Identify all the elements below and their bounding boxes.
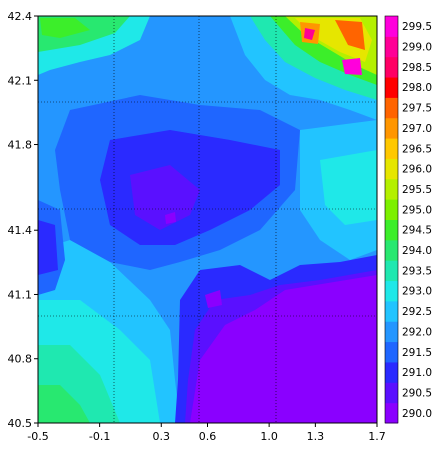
y-tick-label: 42.4: [8, 10, 33, 23]
colorbar-swatch: [385, 260, 398, 282]
colorbar-label: 299.5: [402, 21, 432, 33]
y-tick-label: 41.4: [8, 224, 33, 237]
x-tick-label: 1.7: [368, 430, 386, 443]
y-tick-label: 42.1: [8, 74, 33, 87]
y-tick-label: 41.8: [8, 139, 33, 152]
x-tick-label: 0.6: [199, 430, 217, 443]
colorbar-swatch: [385, 36, 398, 58]
colorbar-swatch: [385, 341, 398, 363]
colorbar-label: 296.0: [402, 164, 432, 176]
y-tick-label: 40.8: [8, 353, 33, 366]
colorbar-swatch: [385, 97, 398, 119]
colorbar-swatch: [385, 77, 398, 98]
colorbar-label: 298.0: [402, 82, 432, 94]
colorbar-swatch: [385, 16, 398, 37]
colorbar-label: 293.0: [402, 286, 432, 298]
colorbar-frame: [384, 15, 399, 424]
heatmap-field: [38, 16, 377, 423]
x-tick-label: 1.0: [260, 430, 278, 443]
x-tick-label: 0.3: [153, 430, 171, 443]
colorbar-label: 295.0: [402, 204, 432, 216]
colorbar-label: 297.5: [402, 103, 432, 115]
colorbar-swatch: [385, 402, 398, 424]
y-tick-label: 40.5: [8, 417, 33, 430]
colorbar-swatch: [385, 178, 398, 200]
colorbar-swatch: [385, 361, 398, 383]
colorbar-swatch: [385, 117, 398, 139]
colorbar-label: 292.0: [402, 326, 432, 338]
colorbar-label: 293.5: [402, 265, 432, 277]
colorbar-label: 299.0: [402, 42, 432, 54]
y-axis: 40.5 40.8 41.1 41.4 41.8 42.1 42.4: [8, 10, 38, 430]
colorbar-swatch: [385, 138, 398, 159]
y-tick-label: 41.1: [8, 288, 33, 301]
colorbar-label: 294.5: [402, 225, 432, 237]
colorbar-swatch: [385, 56, 398, 78]
x-tick-label: -0.1: [89, 430, 110, 443]
colorbar-label: 290.5: [402, 387, 432, 399]
colorbar-label: 290.0: [402, 408, 432, 420]
x-axis: -0.5 -0.1 0.3 0.6 1.0 1.3 1.7: [27, 423, 386, 443]
x-tick-label: -0.5: [27, 430, 48, 443]
colorbar-label: 295.5: [402, 184, 432, 196]
colorbar: 290.0 290.5 291.0 291.5 292.0 292.5 293.0 293.5…: [384, 15, 432, 424]
colorbar-swatch: [385, 219, 398, 241]
colorbar-label: 298.5: [402, 62, 432, 74]
colorbar-label: 291.0: [402, 367, 432, 379]
colorbar-swatch: [385, 280, 398, 302]
colorbar-label: 297.0: [402, 123, 432, 135]
colorbar-label: 294.0: [402, 245, 432, 257]
colorbar-label: 296.5: [402, 143, 432, 155]
colorbar-swatch: [385, 199, 398, 220]
colorbar-swatch: [385, 239, 398, 261]
colorbar-label: 291.5: [402, 347, 432, 359]
x-tick-label: 1.3: [307, 430, 325, 443]
colorbar-swatch: [385, 321, 398, 343]
colorbar-label: 292.5: [402, 306, 432, 318]
colorbar-swatch: [385, 382, 398, 404]
colorbar-swatch: [385, 158, 398, 180]
grid: [38, 16, 377, 423]
colorbar-swatch: [385, 300, 398, 322]
